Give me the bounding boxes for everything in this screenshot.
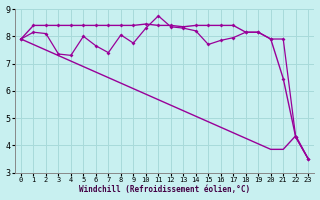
X-axis label: Windchill (Refroidissement éolien,°C): Windchill (Refroidissement éolien,°C) xyxy=(79,185,250,194)
